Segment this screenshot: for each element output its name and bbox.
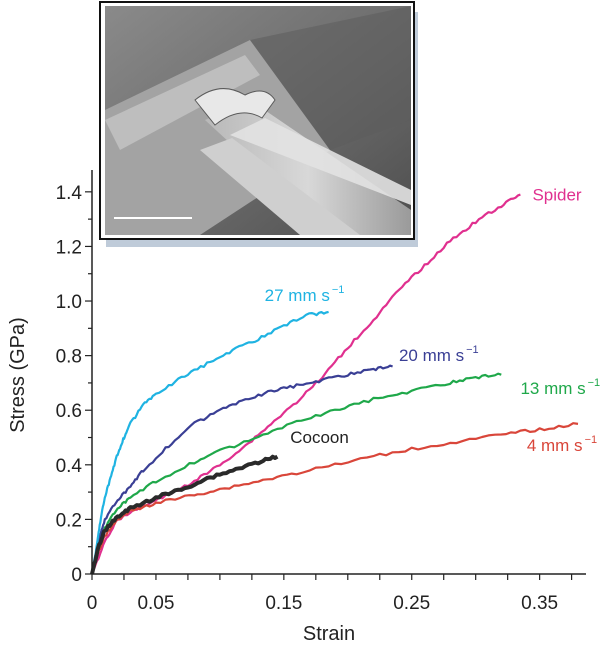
series-line-20-mm-s [90,364,393,575]
y-tick-label: 1.4 [56,183,83,204]
x-tick-label: 0 [87,593,98,614]
series-label-27-mm-s: 27 mm s −1 [265,284,345,305]
series-label-4-mm-s: 4 mm s −1 [527,434,597,455]
series-label-cocoon: Cocoon [290,428,349,447]
sem-inset-image [99,1,418,247]
series-label-20-mm-s: 20 mm s −1 [399,344,479,365]
x-axis-title: Strain [303,623,355,645]
sem-micrograph [105,6,411,235]
x-tick-label: 0.35 [521,593,558,614]
series-line-cocoon [90,454,279,575]
y-tick-label: 0 [71,565,82,586]
y-tick-label: 0.6 [56,401,82,422]
series-line-13-mm-s [90,372,502,575]
y-tick-label: 1.0 [56,292,82,313]
y-tick-label: 0.8 [56,347,82,368]
plot-area [90,193,579,575]
x-tick-label: 0.05 [137,593,174,614]
y-tick-label: 0.4 [56,456,83,477]
series-label-13-mm-s: 13 mm s −1 [520,377,600,398]
series-labels: Spider 4 mm s −1 13 mm s −1 20 mm s −1 27 mm s −… [265,186,600,456]
y-tick-label: 1.2 [56,237,82,258]
series-line-4-mm-s [90,422,579,575]
axes: 0 0.2 0.4 0.6 0.8 1.0 1.2 1.4 0 0.05 0.15 0.25 0.35 [56,170,586,614]
series-label-spider: Spider [532,186,581,205]
x-tick-label: 0.15 [265,593,302,614]
y-axis-title: Stress (GPa) [7,317,29,433]
y-tick-label: 0.2 [56,510,82,531]
x-tick-label: 0.25 [393,593,430,614]
series-line-27-mm-s [90,310,329,575]
